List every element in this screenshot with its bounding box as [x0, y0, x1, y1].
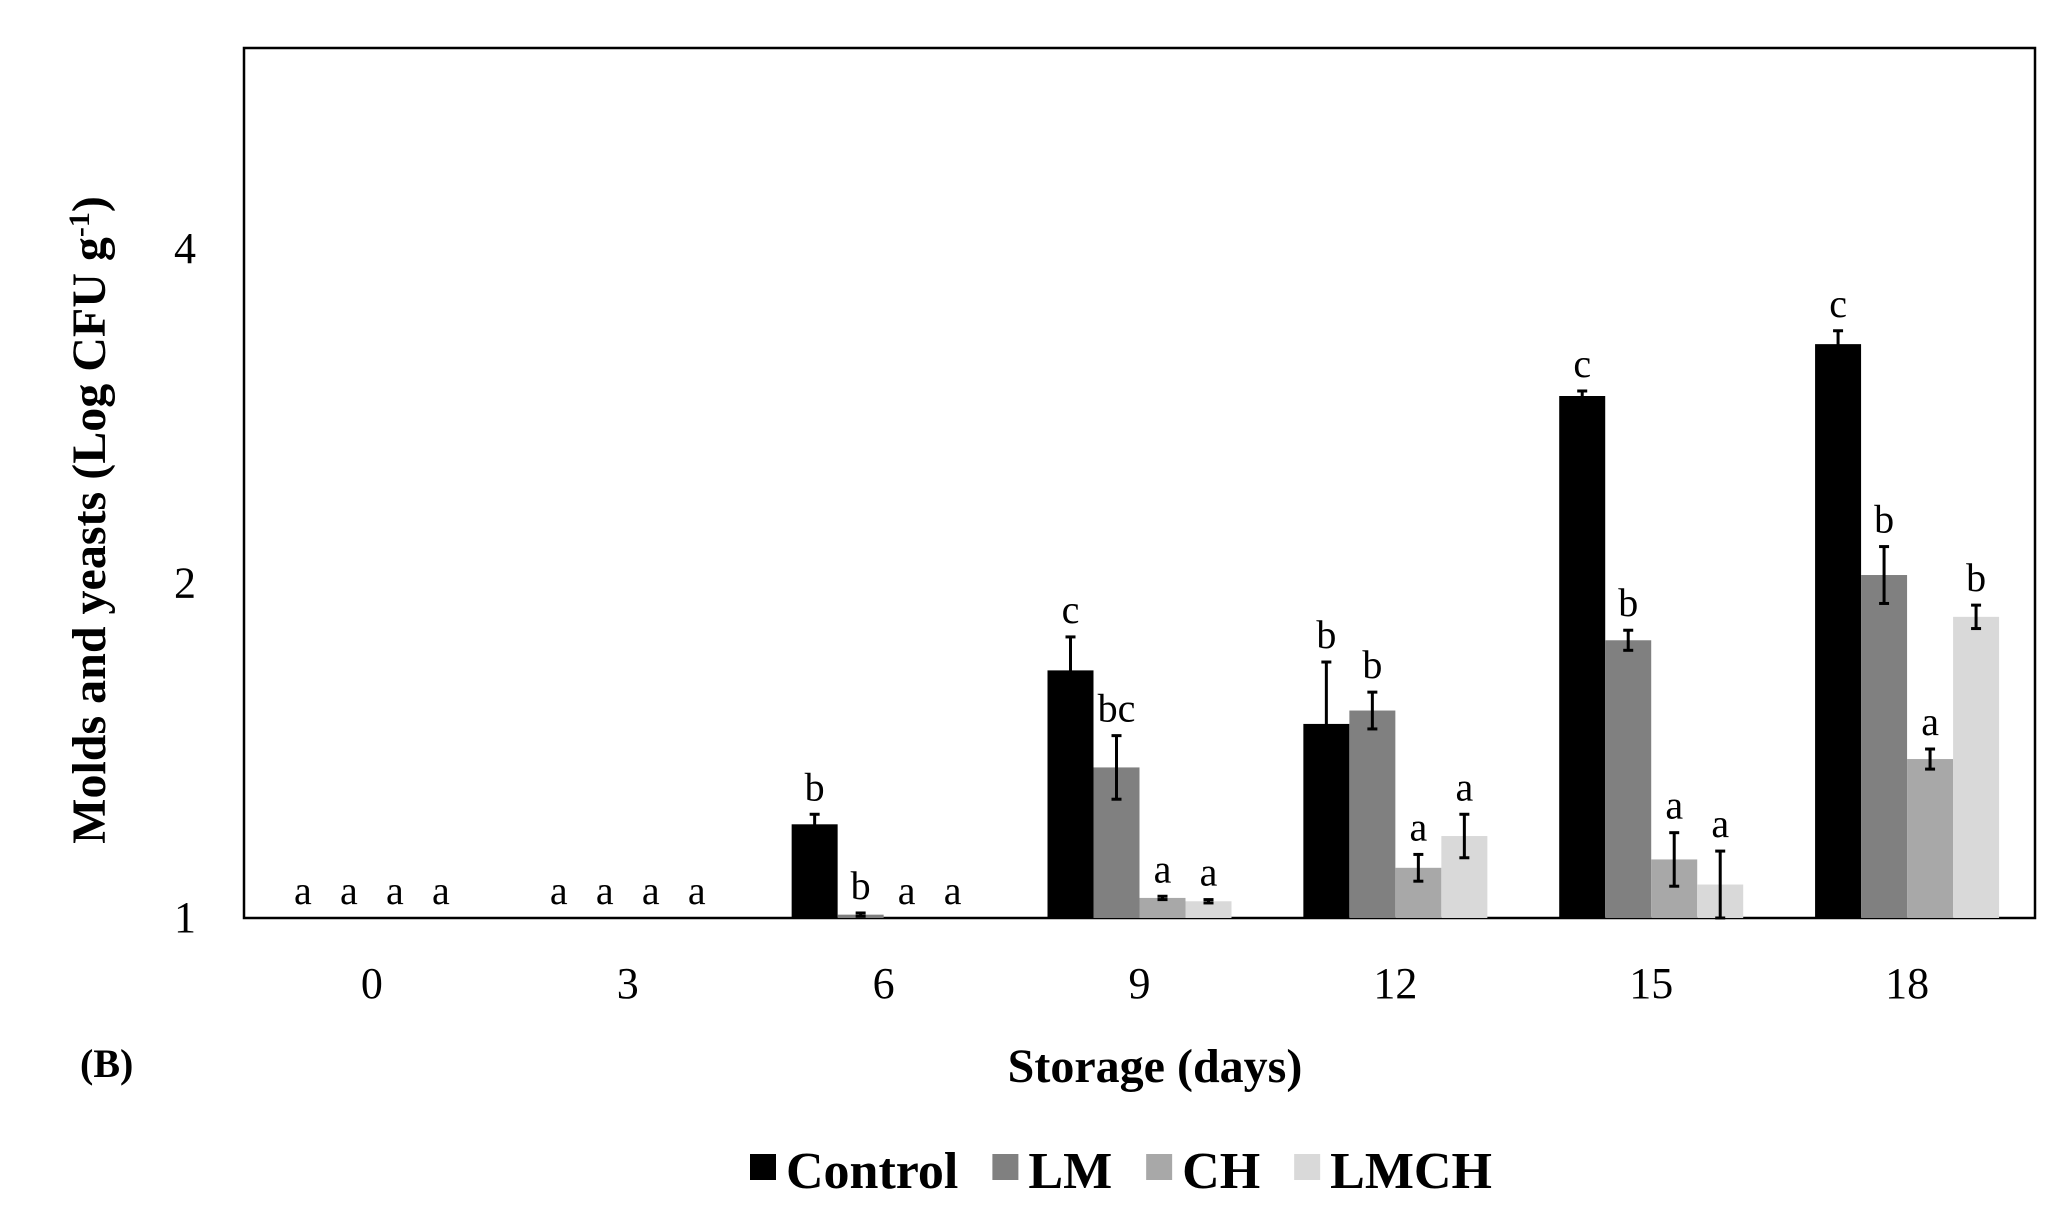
significance-letter: a	[550, 868, 568, 913]
y-axis-title: Molds and yeasts (Log CFU g-1)	[63, 196, 116, 844]
significance-letter: a	[294, 868, 312, 913]
x-tick-label: 0	[361, 959, 383, 1008]
x-tick-label: 15	[1629, 959, 1673, 1008]
bar-lmch	[1953, 616, 2000, 918]
y-axis-title-superscript: -1	[63, 212, 96, 237]
significance-letter: a	[1665, 783, 1683, 828]
error-bars	[809, 329, 1982, 920]
significance-letter: b	[1874, 497, 1894, 542]
x-tick-label: 9	[1129, 959, 1151, 1008]
significance-letter: a	[944, 868, 962, 913]
legend-label-control: Control	[786, 1143, 958, 1200]
significance-letter: b	[1618, 580, 1638, 625]
significance-letter: c	[1573, 341, 1591, 386]
bar-control	[791, 824, 838, 918]
y-tick-label: 2	[174, 558, 196, 607]
legend-swatch-control	[750, 1154, 776, 1180]
significance-letter: b	[1966, 555, 1986, 600]
bar-lm	[1349, 710, 1396, 918]
significance-letter: a	[1200, 850, 1218, 895]
significance-letter: b	[1362, 642, 1382, 687]
legend-label-lmch: LMCH	[1330, 1143, 1492, 1200]
legend-swatch-ch	[1146, 1154, 1173, 1180]
significance-letter: a	[596, 868, 614, 913]
bar-control	[1815, 344, 1862, 918]
bar-ch	[1139, 897, 1186, 918]
legend-label-lm: LM	[1028, 1143, 1112, 1200]
bar-control	[1559, 396, 1606, 918]
y-axis-title-close: )	[63, 196, 116, 212]
y-tick-label: 1	[174, 893, 196, 942]
y-tick-label: 4	[174, 224, 196, 273]
x-axis-ticks: 0 3 6 9 12 15 18	[361, 959, 1929, 1008]
bar-ch	[1907, 759, 1954, 918]
bar-series	[791, 344, 2000, 918]
significance-letter: a	[1711, 801, 1729, 846]
bar-lm	[1605, 640, 1652, 918]
significance-letter: a	[1154, 846, 1172, 891]
x-tick-label: 3	[617, 959, 639, 1008]
legend-swatch-lmch	[1294, 1154, 1321, 1180]
significance-letter: b	[805, 764, 825, 809]
x-tick-label: 12	[1373, 959, 1417, 1008]
significance-letter: a	[432, 868, 450, 913]
significance-letter: a	[386, 868, 404, 913]
significance-letter: a	[898, 868, 916, 913]
significance-letter: bc	[1098, 686, 1136, 731]
panel-label: (B)	[80, 1041, 133, 1086]
x-tick-label: 18	[1885, 959, 1929, 1008]
significance-letter: a	[1455, 764, 1473, 809]
significance-letter: a	[1921, 699, 1939, 744]
significance-letter: a	[642, 868, 660, 913]
significance-letter: c	[1829, 281, 1847, 326]
significance-letter: b	[1316, 612, 1336, 657]
legend-label-ch: CH	[1182, 1143, 1260, 1200]
legend: Control LM CH LMCH	[750, 1143, 1492, 1200]
significance-letter: b	[851, 863, 871, 908]
bar-lmch	[1185, 901, 1232, 918]
significance-letter: a	[340, 868, 358, 913]
bar-control	[1047, 670, 1094, 918]
x-tick-label: 6	[873, 959, 895, 1008]
legend-swatch-lm	[992, 1154, 1019, 1180]
y-axis-title-main: Molds and yeasts (Log CFU g	[63, 237, 116, 844]
bar-lm	[1861, 575, 1908, 918]
significance-letter: a	[1409, 804, 1427, 849]
x-axis-title: Storage (days)	[1008, 1040, 1303, 1093]
y-axis-ticks: 1 2 4	[174, 224, 196, 942]
significance-letter: a	[688, 868, 706, 913]
significance-letter: c	[1062, 587, 1080, 632]
